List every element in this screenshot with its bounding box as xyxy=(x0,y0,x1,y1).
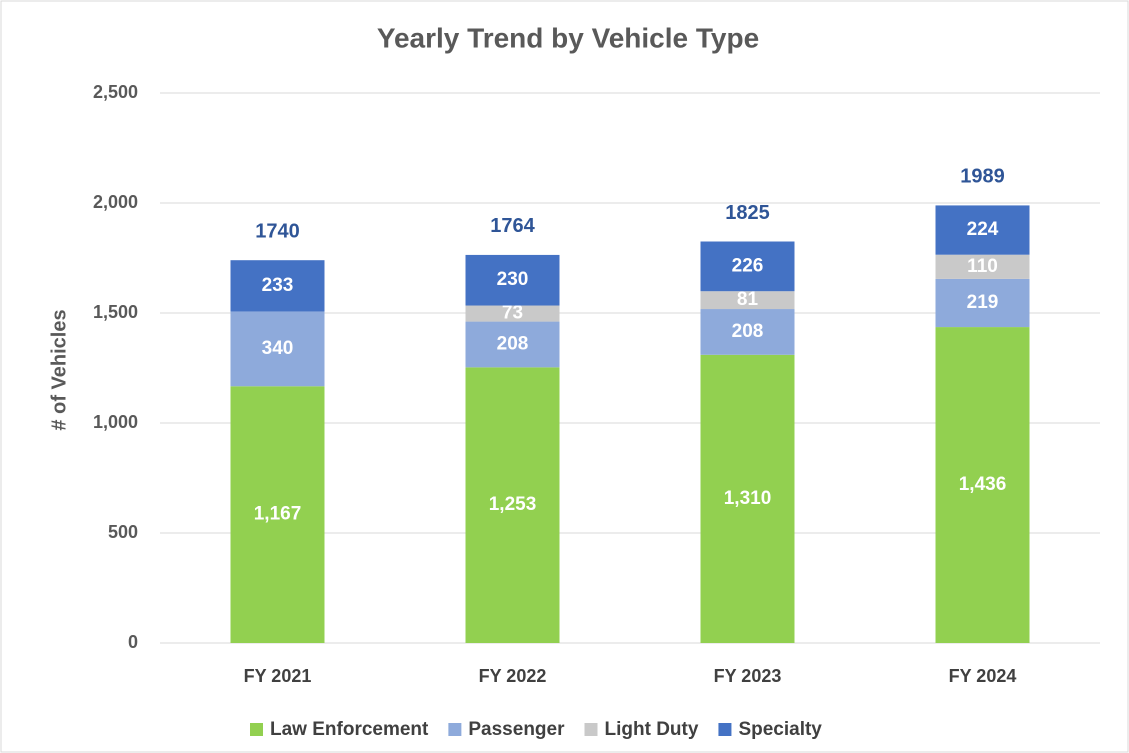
bar-segment xyxy=(700,309,795,355)
legend-label: Passenger xyxy=(468,719,565,740)
y-tick-label: 1,000 xyxy=(93,412,138,432)
legend-label: Specialty xyxy=(738,719,822,740)
bar-segment xyxy=(700,241,795,292)
data-label: 226 xyxy=(732,255,764,276)
data-label: 208 xyxy=(732,321,764,342)
y-tick-label: 500 xyxy=(108,522,138,542)
chart-title: Yearly Trend by Vehicle Type xyxy=(377,22,759,53)
legend-label: Law Enforcement xyxy=(270,719,429,740)
total-label: 1740 xyxy=(255,220,300,242)
y-tick-label: 2,000 xyxy=(93,192,138,212)
bar-segment xyxy=(700,354,795,643)
data-label: 230 xyxy=(497,269,529,290)
legend-swatch xyxy=(250,723,263,736)
data-label: 73 xyxy=(502,303,523,324)
legend-label: Light Duty xyxy=(605,719,699,740)
x-tick-label: FY 2021 xyxy=(244,666,312,686)
total-label: 1825 xyxy=(725,202,770,224)
y-tick-label: 2,500 xyxy=(93,82,138,102)
total-label: 1764 xyxy=(490,215,535,237)
data-label: 1,436 xyxy=(959,474,1007,495)
bar-segment xyxy=(230,386,325,643)
bar-segment xyxy=(465,321,560,368)
data-label: 340 xyxy=(262,338,294,359)
x-tick-label: FY 2023 xyxy=(714,666,782,686)
bar-segment xyxy=(465,367,560,643)
legend-swatch xyxy=(584,723,598,736)
bar-segment xyxy=(230,311,325,387)
bar-segment xyxy=(935,205,1030,255)
y-tick-label: 0 xyxy=(128,632,138,652)
data-label: 1,310 xyxy=(724,488,772,509)
x-tick-label: FY 2024 xyxy=(949,666,1017,686)
data-label: 233 xyxy=(262,275,294,296)
y-axis-label: # of Vehicles xyxy=(48,309,70,430)
data-label: 1,253 xyxy=(489,494,537,515)
data-label: 219 xyxy=(967,292,999,313)
bar-segment xyxy=(700,291,795,310)
data-label: 1,167 xyxy=(254,504,302,525)
data-label: 110 xyxy=(967,256,998,277)
x-tick-label: FY 2022 xyxy=(479,666,547,686)
bar-segment xyxy=(935,278,1030,328)
bar-segment xyxy=(935,254,1030,279)
legend-swatch xyxy=(718,723,732,736)
y-tick-label: 1,500 xyxy=(93,302,138,322)
bar-segment xyxy=(465,254,560,306)
data-label: 224 xyxy=(967,219,999,240)
data-label: 81 xyxy=(737,289,759,310)
bar-segment xyxy=(935,327,1030,643)
total-label: 1989 xyxy=(960,166,1005,188)
bar-segment xyxy=(230,260,325,312)
data-label: 208 xyxy=(497,333,529,354)
legend-swatch xyxy=(448,723,462,736)
bar-segment xyxy=(465,305,560,322)
